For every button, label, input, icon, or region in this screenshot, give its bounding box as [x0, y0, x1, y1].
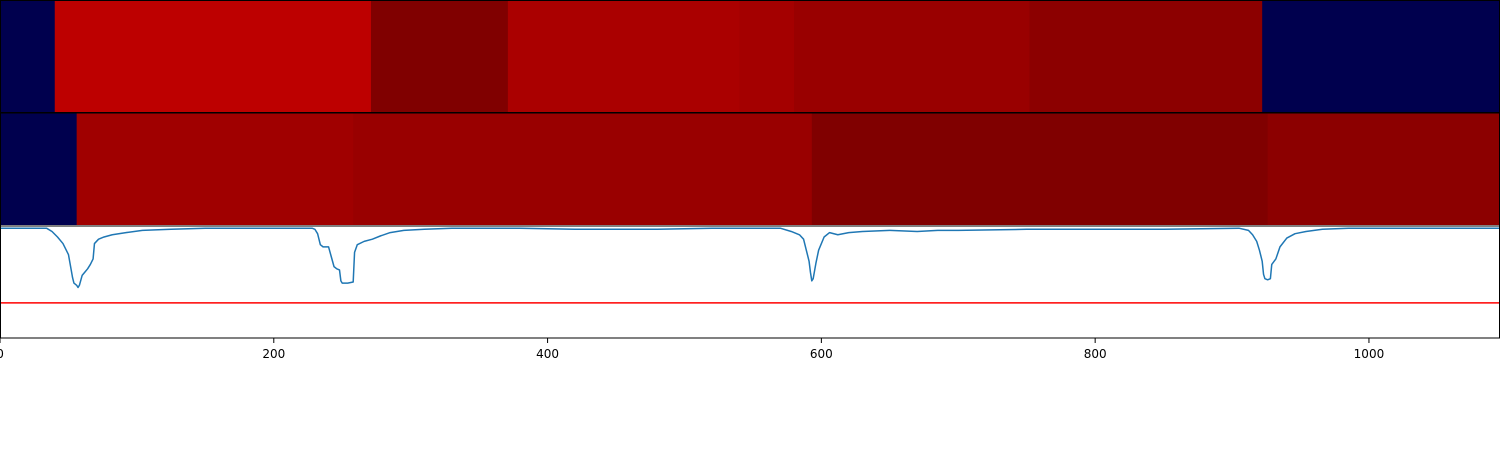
heatmap-cell-1-8	[1262, 1, 1500, 112]
x-tick-label: 0	[0, 347, 4, 361]
middle-heatmap-band	[0, 113, 1500, 225]
series-line	[0, 227, 1499, 289]
x-axis: 0 200 400 600 800 1000	[0, 338, 1384, 361]
x-tick-label: 1000	[1354, 347, 1385, 361]
heatmap-cell-1-2	[54, 1, 372, 112]
heatmap-cell-2-4	[811, 113, 1269, 225]
line-plot-area	[0, 227, 1499, 304]
heatmap-cell-1-6	[793, 1, 1030, 112]
heatmap-cell-1-4	[507, 1, 740, 112]
heatmap-cell-1-1	[0, 1, 56, 112]
heatmap-cell-2-2	[76, 113, 354, 225]
heatmap-cell-2-3	[353, 113, 813, 225]
heatmap-cell-1-7	[1029, 1, 1263, 112]
x-tick-label: 200	[262, 347, 285, 361]
heatmap-cell-2-1	[0, 113, 78, 225]
top-heatmap-band	[0, 1, 1500, 112]
x-tick-label: 400	[536, 347, 559, 361]
x-tick-label: 800	[1084, 347, 1107, 361]
heatmap-cell-2-5	[1267, 113, 1500, 225]
heatmap-cell-1-3	[370, 1, 509, 112]
x-tick-label: 600	[810, 347, 833, 361]
heatmap-cell-1-5	[739, 1, 795, 112]
line-plot-frame	[0, 225, 1500, 339]
